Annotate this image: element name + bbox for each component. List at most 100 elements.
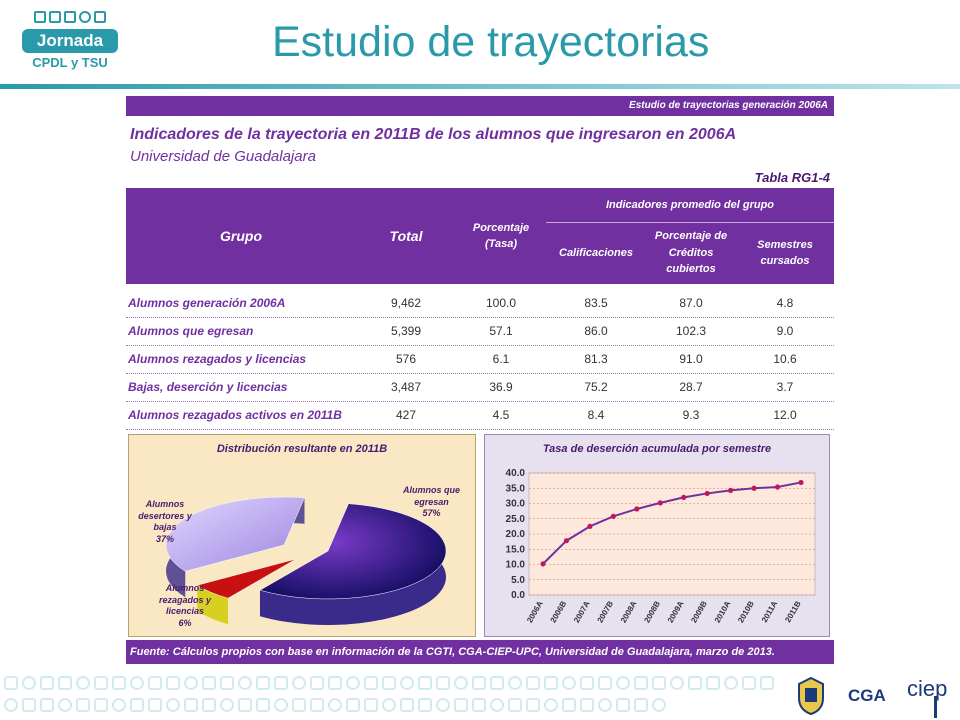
university-name: Universidad de Guadalajara [130,148,316,165]
row-creditos: 87.0 [679,296,703,310]
title-rule [0,84,960,89]
x-tick-label: 2007B [596,599,616,624]
decorative-icon [22,698,36,712]
row-creditos: 91.0 [679,352,703,366]
col-porcentaje: Porcentaje (Tasa) [456,188,546,284]
decorative-icon [76,698,90,712]
pie-group [165,496,447,625]
decorative-icon [328,676,342,690]
row-calificaciones: 8.4 [587,408,605,422]
col-semestres-line1: Semestres [757,238,813,251]
decorative-icon [310,698,324,712]
logo-pill: Jornada [22,29,118,53]
series-line [542,481,802,565]
decorative-icon [166,676,180,690]
col-porcentaje-label: Porcentaje [472,221,530,234]
x-tick-label: 2006B [549,599,569,624]
y-tick-label: 5.0 [511,575,525,586]
decorative-icon [76,676,90,690]
decorative-icon [292,676,306,690]
decorative-icon [220,698,234,712]
decorative-icon [184,698,198,712]
pie-label-desertores-l1: Alumnos [145,499,185,509]
decorative-icon [238,676,252,690]
x-tick-label: 2008B [642,599,662,624]
pie-chart-svg [165,496,447,625]
decorative-icon [220,676,234,690]
decorative-icon [616,676,630,690]
row-creditos: 102.3 [675,324,707,338]
row-total: 3,487 [390,380,422,394]
col-creditos-line2: Créditos [668,246,714,259]
decorative-icon [562,698,576,712]
decorative-icon [724,676,738,690]
decorative-icon [310,676,324,690]
decorative-icon [40,676,54,690]
decorative-icon-band [0,672,780,720]
decorative-icon [4,676,18,690]
decorative-icon [490,698,504,712]
col-creditos: Porcentaje de Créditos cubiertos [646,222,736,284]
decorative-icon [634,698,648,712]
data-point [728,487,734,493]
table-row: Bajas, deserción y licencias 3,487 36.9 … [126,374,834,402]
decorative-icon [40,698,54,712]
pie-label-rezagados-pct: 6% [178,618,192,629]
decorative-icon [580,676,594,690]
x-tick-label: 2009A [666,599,686,624]
x-tick-label: 2010A [713,599,733,624]
pie-label-rezagados: Alumnos rezagados y licencias 6% [153,583,217,630]
row-grupo: Alumnos generación 2006A [128,296,286,310]
row-semestres: 9.0 [776,324,794,338]
col-total: Total [389,227,423,244]
pie-label-rezagados-l2: rezagados y [158,594,212,605]
row-semestres: 12.0 [773,408,797,422]
table-label: Tabla RG1-4 [754,170,830,185]
decorative-icon [688,676,702,690]
pie-label-rezagados-l1: Alumnos [165,583,205,593]
cga-logo: CGA [848,686,886,705]
decorative-icon [760,676,774,690]
decorative-icon [436,676,450,690]
y-tick-label: 15.0 [506,544,526,555]
row-calificaciones: 81.3 [584,352,608,366]
pie-label-desertores-l2: desertores y [138,510,192,521]
x-tick-label: 2006A [525,599,545,624]
decorative-icon [256,698,270,712]
x-tick-label: 2011B [783,599,802,624]
decorative-icon [598,676,612,690]
decorative-icon [544,676,558,690]
data-point [634,506,640,512]
pie-chart: Distribución resultante en 2011B Alumnos… [128,434,476,637]
data-point [704,490,710,497]
table-header: Grupo Total Porcentaje (Tasa) Indicadore… [126,188,834,284]
decorative-icon [418,676,432,690]
x-tick-label: 2009B [689,599,709,624]
data-point [610,513,616,519]
pie-label-rezagados-l3: licencias [165,606,205,617]
decorative-icon [166,698,180,712]
data-point [540,561,546,567]
y-tick-label: 30.0 [506,499,526,510]
data-point [563,538,570,544]
decorative-icon [616,698,630,712]
decorative-icon [148,676,162,690]
pie-label-egresan-l2: egresan [414,496,449,507]
decorative-icon [652,698,666,712]
row-calificaciones: 83.5 [584,296,608,310]
decorative-icon [508,698,522,712]
decorative-icon [256,676,270,690]
pie-label-egresan-l1: Alumnos que [403,485,461,495]
monitor-icon [64,11,76,23]
decorative-icon [292,698,306,712]
logo-icons [18,8,122,26]
pie-slice-desertores [165,496,305,572]
col-creditos-line3: cubiertos [666,263,716,276]
y-tick-label: 35.0 [506,483,526,494]
pie-slice-rezagados [196,558,297,599]
row-total: 5,399 [390,324,422,338]
book-icon [94,11,106,23]
row-total: 427 [395,408,417,422]
x-tick-label: 2008A [619,599,639,624]
row-grupo: Alumnos rezagados y licencias [128,352,307,366]
